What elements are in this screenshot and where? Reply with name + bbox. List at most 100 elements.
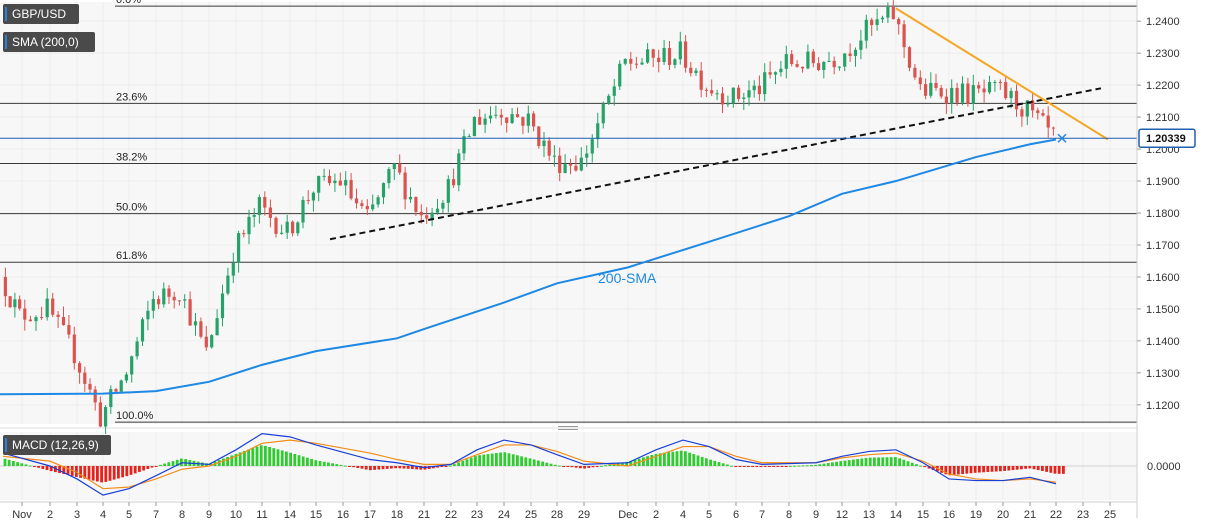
macd-histogram-bar (520, 456, 523, 466)
candle-body (311, 192, 315, 201)
macd-histogram-bar (931, 466, 935, 470)
macd-histogram-bar (692, 454, 696, 466)
candle-body (140, 319, 145, 342)
macd-histogram-bar (209, 463, 213, 466)
candle-body (193, 321, 198, 326)
macd-histogram-bar (339, 464, 343, 466)
x-axis-tick-label: 9 (206, 509, 212, 521)
macd-histogram-bar (381, 466, 385, 470)
candle-body (327, 175, 332, 184)
macd-histogram-bar (831, 462, 834, 466)
x-axis-tick-label: 17 (364, 509, 376, 521)
candle-body (960, 83, 965, 103)
macd-histogram-bar (940, 466, 943, 473)
candle-body (752, 85, 756, 91)
macd-line (2, 432, 1057, 496)
fib-level-label: 0.0% (116, 0, 141, 6)
candle-body (918, 77, 922, 85)
candle-body (773, 72, 778, 75)
macd-indicator-badge[interactable]: MACD (12,26,9) (3, 435, 111, 455)
macd-histogram-bar (915, 464, 918, 466)
candle-body (537, 126, 541, 147)
macd-histogram-bar (776, 466, 780, 467)
candle-body (880, 17, 885, 20)
macd-histogram-bar (999, 466, 1002, 472)
macd-histogram-bar (738, 466, 742, 467)
macd-histogram-bar (222, 458, 225, 466)
candle-body (678, 41, 682, 60)
macd-histogram-bar (507, 453, 511, 466)
macd-histogram-bar (772, 466, 775, 467)
macd-histogram-bar (58, 466, 61, 474)
macd-histogram-bar (482, 454, 486, 466)
candle-body (795, 64, 799, 67)
macd-histogram-bar (784, 466, 788, 467)
x-axis-tick-label: 25 (525, 509, 537, 521)
macd-histogram-bar (621, 462, 624, 466)
macd-histogram-bar (709, 459, 712, 466)
macd-histogram-bar (751, 466, 754, 468)
candle-body (285, 221, 289, 233)
x-axis-tick-label: 7 (759, 509, 765, 521)
candle-body (891, 6, 895, 20)
y-axis-tick-label: 1.2400 (1146, 16, 1180, 28)
macd-histogram-bar (444, 466, 448, 467)
sma-label: 200-SMA (598, 270, 657, 286)
candle-body (966, 83, 970, 104)
candle-body (547, 140, 551, 156)
candle-body (907, 47, 912, 68)
macd-histogram-bar (369, 466, 372, 471)
macd-histogram-bar (436, 466, 439, 468)
candle-body (993, 82, 997, 84)
x-axis-tick-label: 18 (391, 509, 403, 521)
macd-histogram-bar (541, 461, 544, 466)
macd-histogram-bar (545, 462, 549, 466)
macd-histogram-bar (7, 459, 11, 466)
x-axis-tick-label: 9 (813, 509, 819, 521)
x-axis-tick-label: 14 (890, 509, 902, 521)
macd-histogram-bar (805, 465, 809, 467)
macd-histogram-bar (1045, 466, 1048, 472)
macd-histogram-bar (112, 466, 116, 480)
candle-body (119, 380, 123, 392)
macd-histogram-bar (1011, 466, 1015, 471)
macd-histogram-bar (549, 463, 553, 466)
candle-body (552, 155, 556, 157)
macd-histogram-bar (1007, 466, 1011, 471)
macd-histogram-bar (142, 466, 145, 471)
candle-body (843, 53, 847, 67)
macd-histogram-bar (16, 462, 19, 466)
candle-body (146, 310, 150, 320)
macd-histogram-bar (432, 466, 435, 469)
candle-body (521, 117, 525, 126)
macd-histogram-bar (322, 461, 326, 466)
x-axis-tick-label: 15 (917, 509, 929, 521)
macd-histogram-bar (268, 447, 271, 466)
candle-body (435, 208, 440, 213)
macd-histogram-bar (465, 459, 469, 466)
macd-histogram-bar (348, 466, 351, 467)
macd-histogram-bar (524, 457, 528, 466)
macd-histogram-bar (1015, 466, 1019, 470)
macd-histogram-bar (768, 466, 771, 467)
macd-histogram-bar (759, 466, 763, 468)
macd-histogram-bar (121, 466, 124, 478)
candle-body (333, 180, 337, 184)
macd-histogram-bar (810, 465, 813, 467)
macd-histogram-bar (1003, 466, 1006, 471)
macd-histogram-bar (873, 457, 876, 466)
candle-body (210, 335, 214, 348)
macd-histogram-bar (705, 458, 708, 466)
symbol-badge[interactable]: GBP/USD (3, 4, 79, 24)
macd-histogram-bar (965, 466, 969, 474)
macd-histogram-bar (352, 466, 355, 468)
candle-body (939, 87, 943, 97)
candle-body (67, 324, 71, 335)
macd-histogram-bar (894, 457, 897, 466)
candle-body (322, 175, 326, 177)
macd-histogram-bar (96, 466, 99, 482)
pane-resize-handle-icon[interactable] (558, 426, 578, 430)
sma-indicator-badge[interactable]: SMA (200,0) (3, 32, 95, 52)
macd-histogram-bar (1032, 466, 1036, 470)
candle-body (662, 47, 666, 63)
